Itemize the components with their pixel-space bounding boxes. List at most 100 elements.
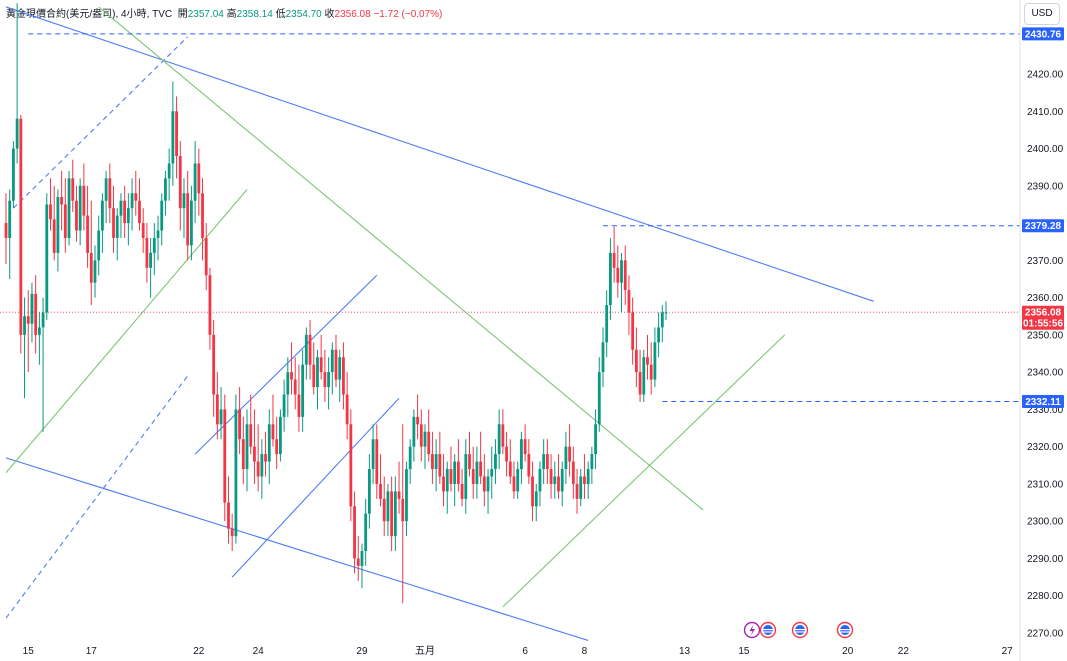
time-tick-label: 15 — [23, 646, 35, 657]
candle-body — [30, 293, 34, 324]
trend-lines-layer — [0, 6, 1020, 641]
trend-line[interactable] — [13, 36, 189, 209]
flash-event-icon[interactable] — [743, 621, 761, 639]
symbol-name[interactable]: 黃金現價合約(美元/盎司) — [6, 9, 116, 20]
trend-line[interactable] — [5, 6, 874, 302]
candle-body — [516, 469, 520, 492]
candle-body — [631, 312, 635, 350]
candle-body — [238, 409, 242, 440]
candle-body — [464, 454, 468, 499]
candle-body — [468, 454, 471, 470]
candle-body — [201, 193, 204, 238]
candle-body — [178, 155, 182, 209]
candle-body — [160, 200, 164, 231]
candle-body — [523, 439, 527, 455]
candle-body — [330, 349, 334, 373]
candle-body — [282, 394, 286, 417]
candle-body — [141, 223, 145, 238]
candle-body — [234, 409, 238, 537]
candle-body — [190, 200, 193, 246]
candle-body — [267, 424, 271, 462]
currency-button[interactable]: USD — [1024, 3, 1060, 25]
candle-body — [620, 260, 623, 283]
time-tick-label: 27 — [1002, 646, 1014, 657]
candle-body — [438, 454, 442, 477]
time-axis[interactable]: 15 17 22 24 29 五月 6 8 13 15 20 22 27 — [23, 645, 1013, 657]
candle-body — [575, 483, 579, 499]
candle-body — [542, 454, 546, 470]
candle-body — [115, 215, 119, 238]
candle-body — [149, 252, 153, 268]
candle-body — [86, 215, 89, 253]
interval[interactable]: 4小時 — [121, 9, 147, 20]
candle-body — [371, 439, 375, 470]
candle-body — [112, 208, 115, 238]
candles-layer — [4, 3, 668, 604]
candle-body — [508, 461, 512, 477]
candle-body — [334, 349, 338, 380]
candle-body — [568, 446, 572, 462]
candle-body — [360, 551, 364, 566]
candle-body — [397, 491, 401, 499]
candle-body — [37, 327, 41, 335]
us-flag-event-icon[interactable] — [791, 621, 809, 639]
candle-body — [386, 491, 390, 522]
time-tick-label: 29 — [356, 646, 368, 657]
price-axis[interactable]: 2270.00 2280.00 2290.00 2300.00 2310.00 2320.… — [1027, 70, 1064, 640]
candle-body — [486, 476, 490, 492]
candle-body — [134, 193, 138, 201]
candle-body — [119, 200, 123, 216]
chart-header: 黃金現價合約(美元/盎司), 4小時, TVC 開2357.04 高2358.1… — [6, 9, 443, 20]
candle-body — [653, 342, 657, 380]
candle-body — [215, 394, 219, 425]
us-flag-event-icon[interactable] — [836, 621, 854, 639]
high-label: 高 — [226, 9, 237, 20]
trend-line[interactable] — [98, 6, 704, 511]
event-markers[interactable] — [743, 621, 854, 639]
time-tick-label: 22 — [193, 646, 205, 657]
candle-body — [393, 491, 397, 537]
candle-body — [164, 178, 167, 201]
candle-body — [612, 252, 616, 268]
candle-body — [82, 185, 86, 216]
candle-body — [416, 416, 419, 425]
candle-body — [460, 483, 464, 499]
candle-body — [390, 491, 394, 537]
trend-line[interactable] — [5, 457, 589, 641]
candle-body — [126, 208, 130, 224]
candle-body — [449, 469, 453, 484]
close-label: 收 — [324, 9, 335, 20]
time-tick-label: 13 — [679, 646, 691, 657]
price-tick-label: 2390.00 — [1027, 181, 1064, 192]
candle-body — [34, 293, 38, 335]
candle-body — [382, 498, 386, 522]
candle-body — [212, 334, 216, 395]
candle-body — [475, 461, 479, 484]
candle-body — [97, 230, 101, 261]
candle-body — [23, 316, 26, 335]
trend-line[interactable] — [5, 189, 248, 474]
candle-body — [19, 118, 23, 335]
candle-body — [490, 469, 494, 477]
time-tick-label: 24 — [253, 646, 265, 657]
open-label: 開 — [177, 9, 188, 20]
candle-body — [471, 469, 475, 484]
price-tick-label: 2340.00 — [1027, 368, 1064, 379]
candle-body — [638, 372, 642, 395]
candle-body — [431, 454, 434, 470]
us-flag-event-icon[interactable] — [759, 621, 777, 639]
candle-body — [342, 357, 345, 395]
candle-body — [616, 267, 620, 283]
trend-line[interactable] — [231, 397, 400, 578]
candle-body — [586, 469, 590, 484]
candle-body — [56, 196, 60, 253]
candle-body — [531, 476, 534, 507]
candle-body — [286, 372, 290, 395]
trend-line[interactable] — [502, 334, 786, 608]
data-source: TVC — [152, 9, 173, 20]
candle-body — [590, 454, 594, 470]
trend-line[interactable] — [5, 375, 189, 619]
candle-body — [597, 372, 601, 425]
